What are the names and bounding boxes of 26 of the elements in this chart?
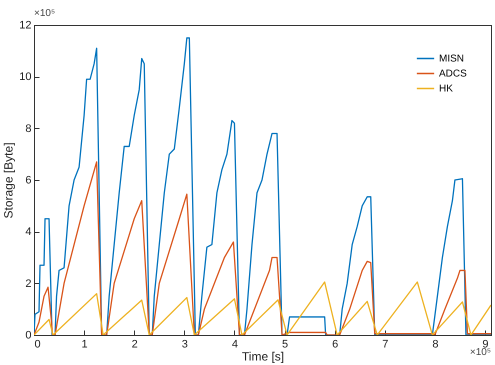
legend-label: ADCS (439, 68, 468, 80)
x-tick-label: 6 (332, 338, 338, 350)
x-tick-label: 0 (34, 338, 41, 350)
x-tick-label: 8 (432, 338, 438, 350)
x-tick-label: 4 (232, 338, 238, 350)
y-tick-label: 4 (25, 226, 32, 238)
legend-label: MISN (439, 54, 464, 64)
y-tick-label: 0 (25, 330, 32, 342)
x-tick-label: 3 (182, 338, 188, 350)
x-tick-label: 2 (132, 338, 138, 350)
x-axis-title: Time [s] (242, 350, 284, 364)
y-axis-title: Storage [Byte] (1, 142, 16, 219)
line-series (34, 37, 491, 335)
y-tick-label: 12 (19, 20, 32, 32)
y-tick-label: 6 (25, 174, 32, 186)
x-tick-label: 5 (282, 338, 288, 350)
x-tick-label: 1 (82, 338, 88, 350)
y-tick-label: 2 (25, 278, 32, 290)
text: ×10⁵ (34, 8, 56, 19)
text: ×10⁵ (470, 347, 491, 358)
y-tick-label: 8 (25, 122, 32, 135)
y-tick-label: 10 (19, 71, 32, 84)
line-series (34, 281, 491, 335)
legend-label: HK (439, 84, 454, 94)
x-tick-label: 7 (382, 338, 388, 350)
line-series (34, 161, 491, 335)
